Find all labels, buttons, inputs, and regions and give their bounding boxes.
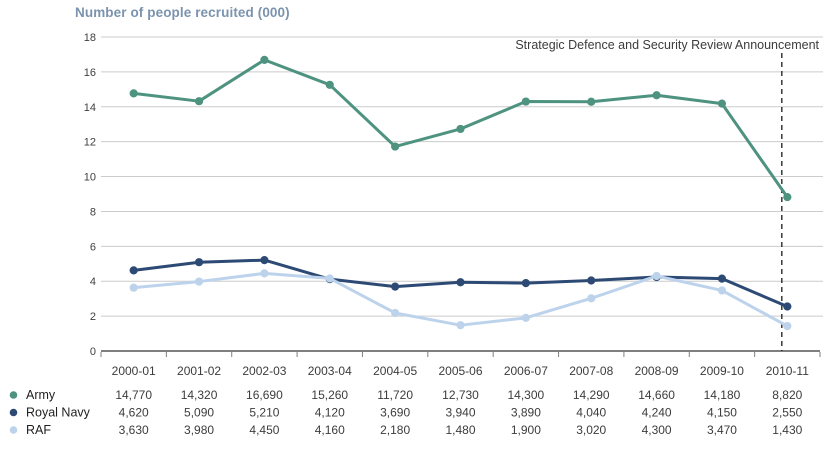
data-point-marker-army xyxy=(391,142,400,151)
data-point-marker-raf xyxy=(587,294,596,303)
table-cell-royal-navy: 4,040 xyxy=(576,406,606,420)
table-cell-raf: 3,020 xyxy=(576,423,606,437)
data-point-marker-army xyxy=(260,55,269,64)
table-cell-raf: 4,160 xyxy=(315,423,345,437)
table-cell-raf: 1,900 xyxy=(511,423,541,437)
data-point-marker-royal-navy xyxy=(521,279,530,288)
x-axis-label: 2008-09 xyxy=(635,364,679,378)
data-point-marker-army xyxy=(783,193,792,202)
data-point-marker-army xyxy=(717,99,727,108)
table-cell-royal-navy: 4,240 xyxy=(642,406,672,420)
y-axis-label: 12 xyxy=(84,137,96,149)
table-cell-raf: 3,630 xyxy=(119,423,149,437)
legend-dot-royal-navy xyxy=(9,408,18,417)
table-cell-army: 16,690 xyxy=(246,388,283,402)
data-point-marker-royal-navy xyxy=(456,278,465,287)
table-cell-army: 8,820 xyxy=(772,388,802,402)
table-cell-raf: 3,980 xyxy=(184,423,214,437)
table-cell-raf: 4,300 xyxy=(642,423,672,437)
data-point-marker-royal-navy xyxy=(783,302,792,311)
table-cell-army: 14,320 xyxy=(181,388,218,402)
data-point-marker-raf xyxy=(456,321,465,330)
x-axis-label: 2003-04 xyxy=(308,364,352,378)
table-cell-army: 11,720 xyxy=(377,388,413,402)
x-axis-label: 2005-06 xyxy=(438,364,482,378)
legend-label-raf: RAF xyxy=(26,423,51,437)
x-axis-label: 2010-11 xyxy=(766,364,809,378)
data-point-marker-army xyxy=(456,124,465,134)
table-cell-royal-navy: 3,690 xyxy=(380,406,410,420)
data-point-marker-raf xyxy=(325,274,334,283)
data-point-marker-royal-navy xyxy=(260,256,269,265)
table-cell-army: 14,180 xyxy=(704,388,741,402)
table-cell-royal-navy: 4,150 xyxy=(707,406,737,420)
data-point-marker-royal-navy xyxy=(391,282,400,291)
y-axis-label: 2 xyxy=(90,311,96,323)
table-cell-army: 15,260 xyxy=(311,388,348,402)
table-cell-army: 14,660 xyxy=(638,388,675,402)
data-point-marker-raf xyxy=(717,286,727,295)
table-cell-army: 14,300 xyxy=(508,388,545,402)
data-point-marker-royal-navy xyxy=(717,274,727,283)
chart-title: Number of people recruited (000) xyxy=(75,5,290,20)
data-point-marker-army xyxy=(587,97,596,106)
table-cell-army: 14,770 xyxy=(115,388,152,402)
table-cell-raf: 3,470 xyxy=(707,423,737,437)
table-cell-royal-navy: 4,620 xyxy=(119,406,149,420)
data-point-marker-army xyxy=(521,97,530,106)
y-axis-label: 10 xyxy=(84,172,96,184)
table-cell-raf: 2,180 xyxy=(380,423,410,437)
table-cell-royal-navy: 4,120 xyxy=(315,406,345,420)
data-point-marker-royal-navy xyxy=(129,266,138,275)
data-point-marker-army xyxy=(129,89,138,98)
table-cell-royal-navy: 3,940 xyxy=(445,406,475,420)
data-point-marker-raf xyxy=(194,277,204,286)
data-point-marker-raf xyxy=(652,271,661,281)
x-axis-label: 2007-08 xyxy=(569,364,613,378)
table-cell-royal-navy: 5,210 xyxy=(249,406,279,420)
table-cell-royal-navy: 3,890 xyxy=(511,406,541,420)
table-cell-royal-navy: 2,550 xyxy=(772,406,802,420)
data-point-marker-army xyxy=(194,97,204,106)
data-point-marker-raf xyxy=(391,308,400,318)
y-axis-label: 18 xyxy=(84,32,96,44)
table-cell-raf: 1,430 xyxy=(772,423,802,437)
table-cell-army: 12,730 xyxy=(442,388,479,402)
data-point-marker-royal-navy xyxy=(194,258,204,267)
y-axis-label: 6 xyxy=(90,241,96,253)
legend-label-royal-navy: Royal Navy xyxy=(26,406,91,420)
x-axis-label: 2006-07 xyxy=(504,364,548,378)
table-cell-raf: 4,450 xyxy=(249,423,279,437)
data-point-marker-raf xyxy=(521,313,530,322)
data-point-marker-army xyxy=(652,91,661,100)
x-axis-label: 2004-05 xyxy=(373,364,417,378)
data-point-marker-raf xyxy=(129,283,138,292)
legend-dot-army xyxy=(9,391,18,399)
annotation-label: Strategic Defence and Security Review An… xyxy=(515,38,819,52)
y-axis-label: 16 xyxy=(84,67,96,79)
y-axis-label: 4 xyxy=(90,276,96,288)
x-axis-label: 2002-03 xyxy=(242,364,286,378)
x-axis-label: 2001-02 xyxy=(177,364,221,378)
legend-label-army: Army xyxy=(26,388,56,402)
data-point-marker-raf xyxy=(783,321,792,331)
y-axis-label: 8 xyxy=(90,206,96,218)
table-cell-royal-navy: 5,090 xyxy=(184,406,214,420)
table-cell-army: 14,290 xyxy=(573,388,610,402)
data-point-marker-raf xyxy=(260,269,269,278)
x-axis-label: 2009-10 xyxy=(700,364,744,378)
y-axis-label: 14 xyxy=(84,102,96,114)
y-axis-label: 0 xyxy=(90,346,96,358)
data-point-marker-army xyxy=(325,80,334,89)
data-point-marker-royal-navy xyxy=(587,276,596,285)
legend-dot-raf xyxy=(9,426,18,434)
x-axis-label: 2000-01 xyxy=(112,364,156,378)
table-cell-raf: 1,480 xyxy=(445,423,475,437)
